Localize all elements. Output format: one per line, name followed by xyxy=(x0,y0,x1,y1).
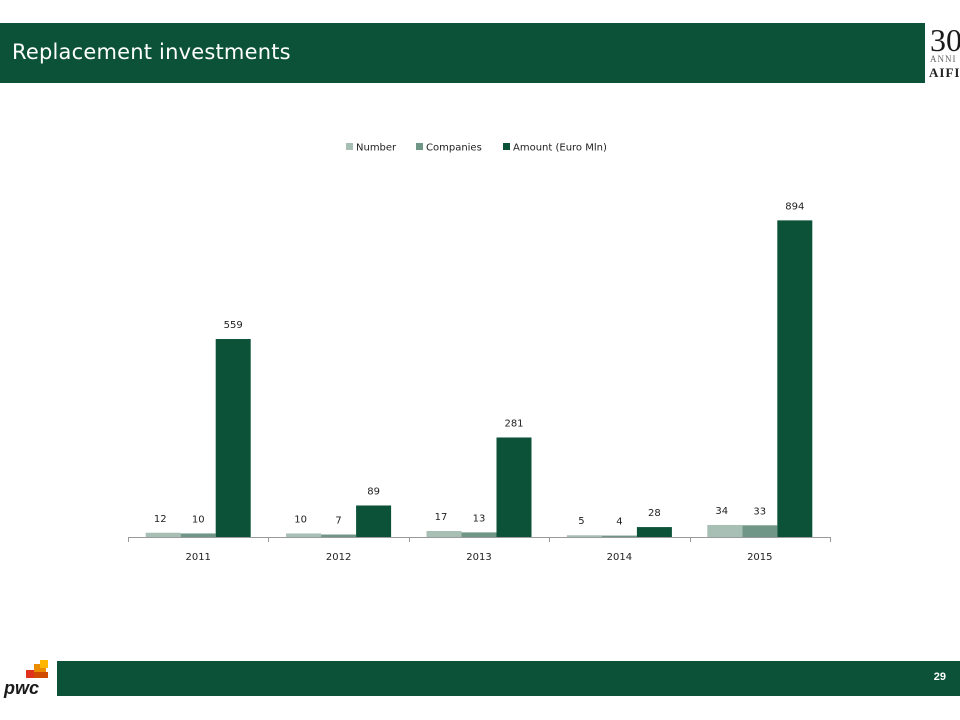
category-label-2015: 2015 xyxy=(747,552,772,563)
bar-2013-0 xyxy=(426,530,462,537)
pwc-logo: pwc xyxy=(4,660,54,700)
header-bar xyxy=(0,23,925,83)
bar-2014-1 xyxy=(601,535,637,537)
legend-label-0: Number xyxy=(356,143,397,154)
bar-2012-1 xyxy=(321,534,357,537)
legend-label-2: Amount (Euro Mln) xyxy=(513,143,607,154)
slide-title: Replacement investments xyxy=(12,40,291,64)
page-number: 29 xyxy=(933,671,946,683)
aifi-30-logo: 30 ANNI AIFI xyxy=(926,23,960,83)
value-label-2015-0: 34 xyxy=(715,506,728,517)
pwc-logo-text: pwc xyxy=(4,678,40,698)
bar-2011-1 xyxy=(180,533,216,537)
bar-2015-2 xyxy=(777,220,813,537)
footer-bar: 29 xyxy=(57,661,960,696)
bar-2013-2 xyxy=(496,437,532,537)
pwc-logo-block-orange xyxy=(34,664,46,674)
bar-2012-0 xyxy=(286,533,322,537)
bar-2015-0 xyxy=(707,524,743,537)
pwc-logo-block-dark-orange xyxy=(34,672,48,678)
brand-name: AIFI xyxy=(929,65,960,80)
value-label-2012-1: 7 xyxy=(335,516,341,527)
bar-2014-2 xyxy=(636,527,672,537)
bar-2012-2 xyxy=(356,505,392,537)
value-label-2011-0: 12 xyxy=(154,514,167,525)
pwc-logo-block-yellow xyxy=(40,660,48,668)
category-label-2011: 2011 xyxy=(185,552,210,563)
bar-2015-1 xyxy=(742,525,778,537)
brand-anni: ANNI xyxy=(930,54,957,64)
value-label-2011-2: 559 xyxy=(224,320,243,331)
category-label-2014: 2014 xyxy=(607,552,632,563)
category-label-2012: 2012 xyxy=(326,552,351,563)
value-label-2015-1: 33 xyxy=(753,506,766,517)
value-label-2011-1: 10 xyxy=(192,514,205,525)
value-label-2013-2: 281 xyxy=(504,418,523,429)
bar-2011-0 xyxy=(145,532,181,537)
value-label-2013-1: 13 xyxy=(473,513,486,524)
brand-number: 30 xyxy=(930,23,960,58)
legend-swatch-0 xyxy=(346,143,353,150)
bar-2013-1 xyxy=(461,532,497,537)
value-label-2014-1: 4 xyxy=(616,517,622,528)
legend-swatch-2 xyxy=(503,143,510,150)
value-label-2014-0: 5 xyxy=(578,516,584,527)
category-label-2013: 2013 xyxy=(466,552,491,563)
value-label-2012-0: 10 xyxy=(294,514,307,525)
value-label-2015-2: 894 xyxy=(785,201,804,212)
value-label-2013-0: 17 xyxy=(435,512,448,523)
bar-2014-0 xyxy=(566,535,602,537)
value-label-2012-2: 89 xyxy=(367,486,380,497)
bar-2011-2 xyxy=(215,339,251,537)
legend-swatch-1 xyxy=(416,143,423,150)
pwc-logo-block-red xyxy=(26,670,36,678)
legend-label-1: Companies xyxy=(426,143,482,154)
value-label-2014-2: 28 xyxy=(648,508,661,519)
